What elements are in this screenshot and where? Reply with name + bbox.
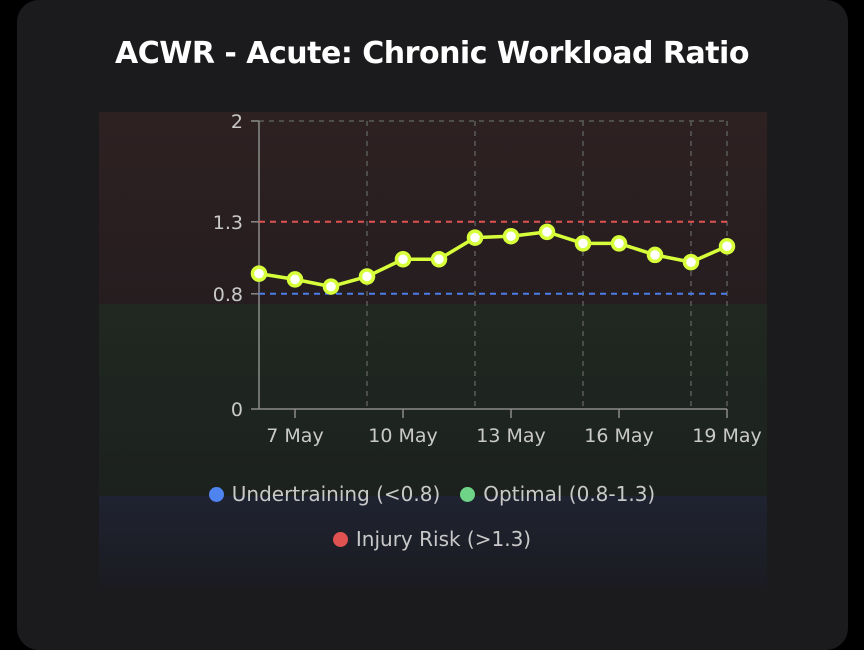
injury-risk-swatch bbox=[332, 531, 348, 547]
data-point bbox=[250, 265, 268, 282]
data-point bbox=[358, 268, 376, 285]
legend-item-injury-risk: Injury Risk (>1.3) bbox=[332, 527, 532, 551]
data-point bbox=[286, 271, 304, 288]
y-tick-label: 1.3 bbox=[213, 212, 243, 234]
data-point bbox=[322, 278, 340, 295]
legend-row-1: Undertraining (<0.8) Optimal (0.8-1.3) bbox=[0, 482, 864, 506]
legend-row-2: Injury Risk (>1.3) bbox=[0, 527, 864, 551]
y-tick-label: 2 bbox=[231, 111, 243, 133]
undertraining-swatch bbox=[208, 486, 224, 502]
y-tick-label: 0.8 bbox=[213, 284, 243, 306]
legend-item-undertraining: Undertraining (<0.8) bbox=[208, 482, 441, 506]
undertraining-zone bbox=[99, 496, 767, 586]
data-point bbox=[574, 235, 592, 252]
optimal-zone bbox=[99, 304, 767, 496]
x-tick-label: 10 May bbox=[368, 425, 438, 447]
data-point bbox=[430, 250, 448, 268]
x-tick-label: 16 May bbox=[584, 425, 654, 447]
x-tick-label: 13 May bbox=[476, 425, 546, 447]
data-point bbox=[394, 250, 412, 268]
x-tick-label: 7 May bbox=[266, 425, 323, 447]
chart-title: ACWR - Acute: Chronic Workload Ratio bbox=[115, 36, 749, 71]
x-tick-label: 19 May bbox=[692, 425, 762, 447]
y-tick-label: 0 bbox=[231, 399, 243, 421]
data-point bbox=[682, 253, 700, 271]
data-point bbox=[538, 223, 556, 241]
injury-risk-zone bbox=[99, 112, 767, 304]
optimal-swatch bbox=[460, 486, 476, 502]
legend-item-optimal: Optimal (0.8-1.3) bbox=[460, 482, 655, 506]
data-point bbox=[610, 235, 628, 252]
legend-label-undertraining: Undertraining (<0.8) bbox=[231, 482, 441, 506]
data-point bbox=[718, 238, 736, 255]
data-point bbox=[646, 246, 664, 264]
acwr-chart: 0 0.8 1.3 2 7 May 10 May 13 May 16 May 19 May bbox=[99, 111, 767, 586]
data-point bbox=[502, 227, 520, 245]
data-point bbox=[466, 229, 484, 246]
legend-label-optimal: Optimal (0.8-1.3) bbox=[483, 482, 656, 506]
legend-label-injury-risk: Injury Risk (>1.3) bbox=[355, 527, 532, 551]
